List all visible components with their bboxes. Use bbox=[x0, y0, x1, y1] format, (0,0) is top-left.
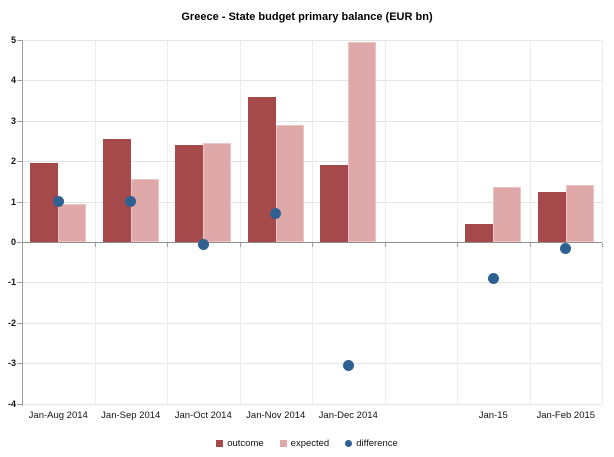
x-axis-tick bbox=[384, 243, 386, 247]
y-tick-label: 5 bbox=[10, 35, 16, 45]
difference-dot bbox=[487, 272, 499, 284]
x-axis-tick bbox=[94, 243, 96, 247]
x-tick-label: Jan-Nov 2014 bbox=[246, 409, 306, 421]
y-axis-tick bbox=[17, 120, 22, 122]
x-axis-tick bbox=[312, 243, 313, 247]
bar-expected bbox=[493, 187, 522, 242]
v-gridline bbox=[384, 40, 386, 404]
y-tick-label: -3 bbox=[7, 358, 16, 369]
y-tick-label: 1 bbox=[10, 196, 16, 207]
legend-item-outcome: outcome bbox=[216, 438, 264, 449]
x-tick-label: Jan-Oct 2014 bbox=[174, 409, 232, 421]
y-axis-tick bbox=[17, 40, 22, 41]
bar-expected bbox=[565, 185, 594, 242]
difference-dot bbox=[125, 196, 137, 208]
x-axis-zero-line bbox=[22, 242, 602, 243]
difference-dot bbox=[52, 196, 64, 208]
y-tick-label: -2 bbox=[7, 317, 16, 328]
x-tick-label: Jan-Sep 2014 bbox=[101, 409, 161, 421]
difference-dot bbox=[342, 359, 354, 371]
chart-title: Greece - State budget primary balance (E… bbox=[181, 11, 433, 23]
x-axis-tick bbox=[602, 243, 603, 247]
expected-swatch-icon bbox=[279, 440, 287, 447]
y-axis-tick bbox=[17, 242, 22, 243]
y-axis-tick bbox=[17, 201, 22, 203]
v-gridline bbox=[602, 40, 603, 404]
y-axis-tick bbox=[17, 161, 22, 163]
v-gridline bbox=[94, 40, 96, 404]
bar-expected bbox=[275, 124, 304, 242]
v-gridline bbox=[529, 40, 531, 404]
y-tick-label: 3 bbox=[10, 115, 16, 126]
y-tick-label: -1 bbox=[7, 277, 16, 288]
y-tick-label: 2 bbox=[10, 156, 16, 167]
difference-dot bbox=[197, 238, 209, 250]
y-tick-label: -4 bbox=[7, 398, 16, 409]
v-gridline bbox=[312, 40, 313, 404]
bar-expected bbox=[58, 203, 87, 242]
v-gridline bbox=[167, 40, 168, 404]
difference-dot bbox=[270, 208, 282, 220]
y-axis-tick bbox=[17, 282, 22, 284]
x-axis-tick bbox=[529, 243, 531, 247]
h-gridline bbox=[22, 403, 602, 405]
y-axis-tick bbox=[17, 80, 22, 82]
x-tick-label: Jan-15 bbox=[478, 409, 508, 421]
v-gridline bbox=[457, 40, 458, 404]
bar-outcome bbox=[320, 165, 349, 242]
x-axis-tick bbox=[457, 243, 458, 247]
legend-label-expected: expected bbox=[290, 438, 330, 449]
bar-outcome bbox=[175, 145, 204, 242]
legend-label-difference: difference bbox=[356, 438, 398, 449]
difference-dot bbox=[560, 242, 572, 254]
y-axis bbox=[22, 40, 23, 406]
difference-swatch-icon bbox=[345, 440, 353, 447]
v-gridline bbox=[239, 40, 241, 404]
bar-expected bbox=[130, 179, 159, 242]
x-axis-tick bbox=[167, 243, 168, 247]
y-tick-label: 4 bbox=[10, 75, 16, 86]
legend-label-outcome: outcome bbox=[227, 438, 264, 449]
bar-outcome bbox=[537, 191, 566, 242]
outcome-swatch-icon bbox=[216, 440, 224, 447]
legend: outcome expected difference bbox=[0, 438, 614, 449]
bar-expected bbox=[348, 42, 377, 242]
x-tick-label: Jan-Aug 2014 bbox=[28, 409, 88, 421]
y-axis-tick bbox=[17, 363, 22, 365]
x-axis-tick bbox=[239, 243, 241, 247]
y-tick-label: 0 bbox=[10, 237, 16, 247]
legend-item-difference: difference bbox=[345, 438, 398, 449]
legend-item-expected: expected bbox=[279, 438, 330, 449]
bar-outcome bbox=[465, 223, 494, 242]
bar-expected bbox=[203, 143, 232, 242]
y-axis-tick bbox=[17, 322, 22, 324]
y-axis-tick bbox=[17, 403, 22, 405]
x-tick-label: Jan-Feb 2015 bbox=[536, 409, 596, 421]
bar-outcome bbox=[102, 138, 131, 242]
bar-outcome bbox=[247, 96, 276, 242]
x-tick-label: Jan-Dec 2014 bbox=[318, 409, 378, 421]
